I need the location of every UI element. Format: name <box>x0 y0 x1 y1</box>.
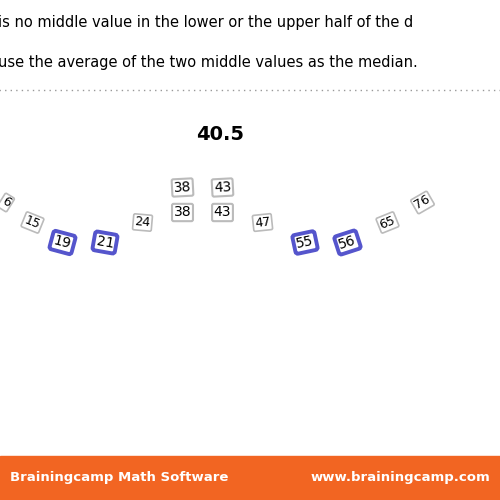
Text: 38: 38 <box>174 206 192 220</box>
Text: Brainingcamp Math Software: Brainingcamp Math Software <box>10 472 228 484</box>
Text: 56: 56 <box>337 233 358 252</box>
Text: use the average of the two middle values as the median.: use the average of the two middle values… <box>0 55 417 70</box>
Text: is no middle value in the lower or the upper half of the d: is no middle value in the lower or the u… <box>0 15 413 30</box>
Text: 21: 21 <box>95 234 115 251</box>
Text: 43: 43 <box>214 206 231 220</box>
Text: 43: 43 <box>214 180 232 195</box>
Text: 55: 55 <box>295 234 315 251</box>
Text: 19: 19 <box>52 234 73 252</box>
Text: 40.5: 40.5 <box>196 126 244 144</box>
Text: 47: 47 <box>254 215 271 230</box>
Text: 6: 6 <box>0 195 13 210</box>
Text: 24: 24 <box>134 216 151 230</box>
Text: 76: 76 <box>412 193 432 212</box>
Text: 38: 38 <box>174 180 192 195</box>
Text: www.brainingcamp.com: www.brainingcamp.com <box>310 472 490 484</box>
Text: 15: 15 <box>22 214 42 232</box>
Bar <box>0 456 500 500</box>
Text: 65: 65 <box>378 214 398 232</box>
